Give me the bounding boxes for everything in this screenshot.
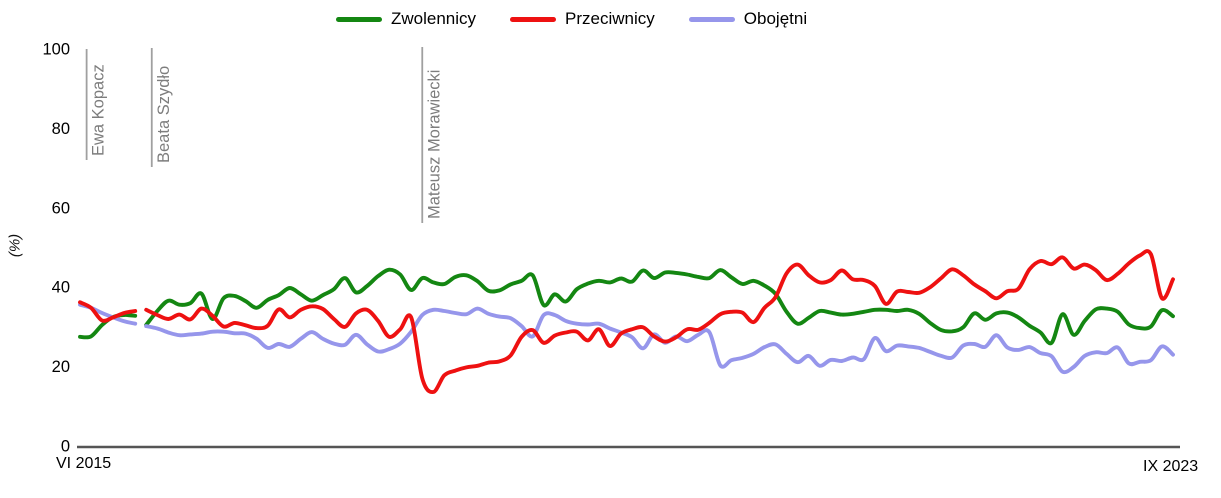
legend-item-zwolennicy: Zwolennicy — [336, 9, 476, 29]
y-tick-label-40: 40 — [52, 279, 70, 297]
series-line-przeciwnicy-seg1 — [78, 300, 138, 323]
y-tick-label-60: 60 — [52, 199, 70, 217]
pm-marker-label: Mateusz Morawiecki — [425, 70, 443, 219]
y-tick-label-100: 100 — [42, 41, 70, 59]
x-axis-start-label: VI 2015 — [56, 455, 112, 472]
pm-marker-label: Beata Szydło — [155, 66, 173, 163]
legend-item-obojetni: Obojętni — [688, 9, 808, 29]
pm-marker-label: Ewa Kopacz — [90, 64, 108, 156]
series-line-zwolennicy-seg2 — [144, 267, 1175, 346]
legend-label-przeciwnicy: Przeciwnicy — [565, 9, 655, 28]
y-axis-unit-label: (%) — [6, 233, 24, 258]
chart-legend: Zwolennicy Przeciwnicy Obojętni — [336, 9, 807, 29]
y-tick-label-80: 80 — [52, 120, 70, 138]
y-tick-label-20: 20 — [52, 358, 70, 376]
legend-swatch-obojetni — [688, 16, 735, 22]
y-tick-label-0: 0 — [61, 438, 70, 456]
legend-swatch-przeciwnicy — [510, 16, 557, 22]
series-line-przeciwnicy-seg2 — [144, 249, 1175, 395]
legend-label-zwolennicy: Zwolennicy — [391, 9, 477, 28]
legend-swatch-zwolennicy — [336, 16, 382, 22]
x-axis-end-label: IX 2023 — [1143, 458, 1199, 475]
legend-label-obojetni: Obojętni — [743, 9, 808, 28]
legend-item-przeciwnicy: Przeciwnicy — [510, 9, 655, 29]
